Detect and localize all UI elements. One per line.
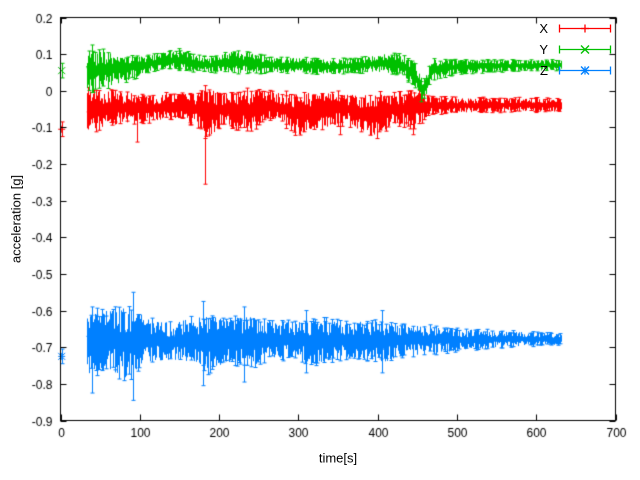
legend-label-z: Z [540,63,548,78]
legend: X Y Z [539,18,612,81]
legend-sample-0 [558,24,612,33]
legend-sample-1 [558,45,612,54]
legend-entry-x: X [539,18,612,39]
legend-entry-y: Y [539,39,612,60]
legend-entry-z: Z [539,60,612,81]
legend-sample-2 [558,66,612,75]
legend-label-x: X [539,21,548,36]
x-axis-title: time[s] [318,450,358,466]
y-axis-title: acceleration [g] [8,174,24,264]
legend-label-y: Y [539,42,548,57]
